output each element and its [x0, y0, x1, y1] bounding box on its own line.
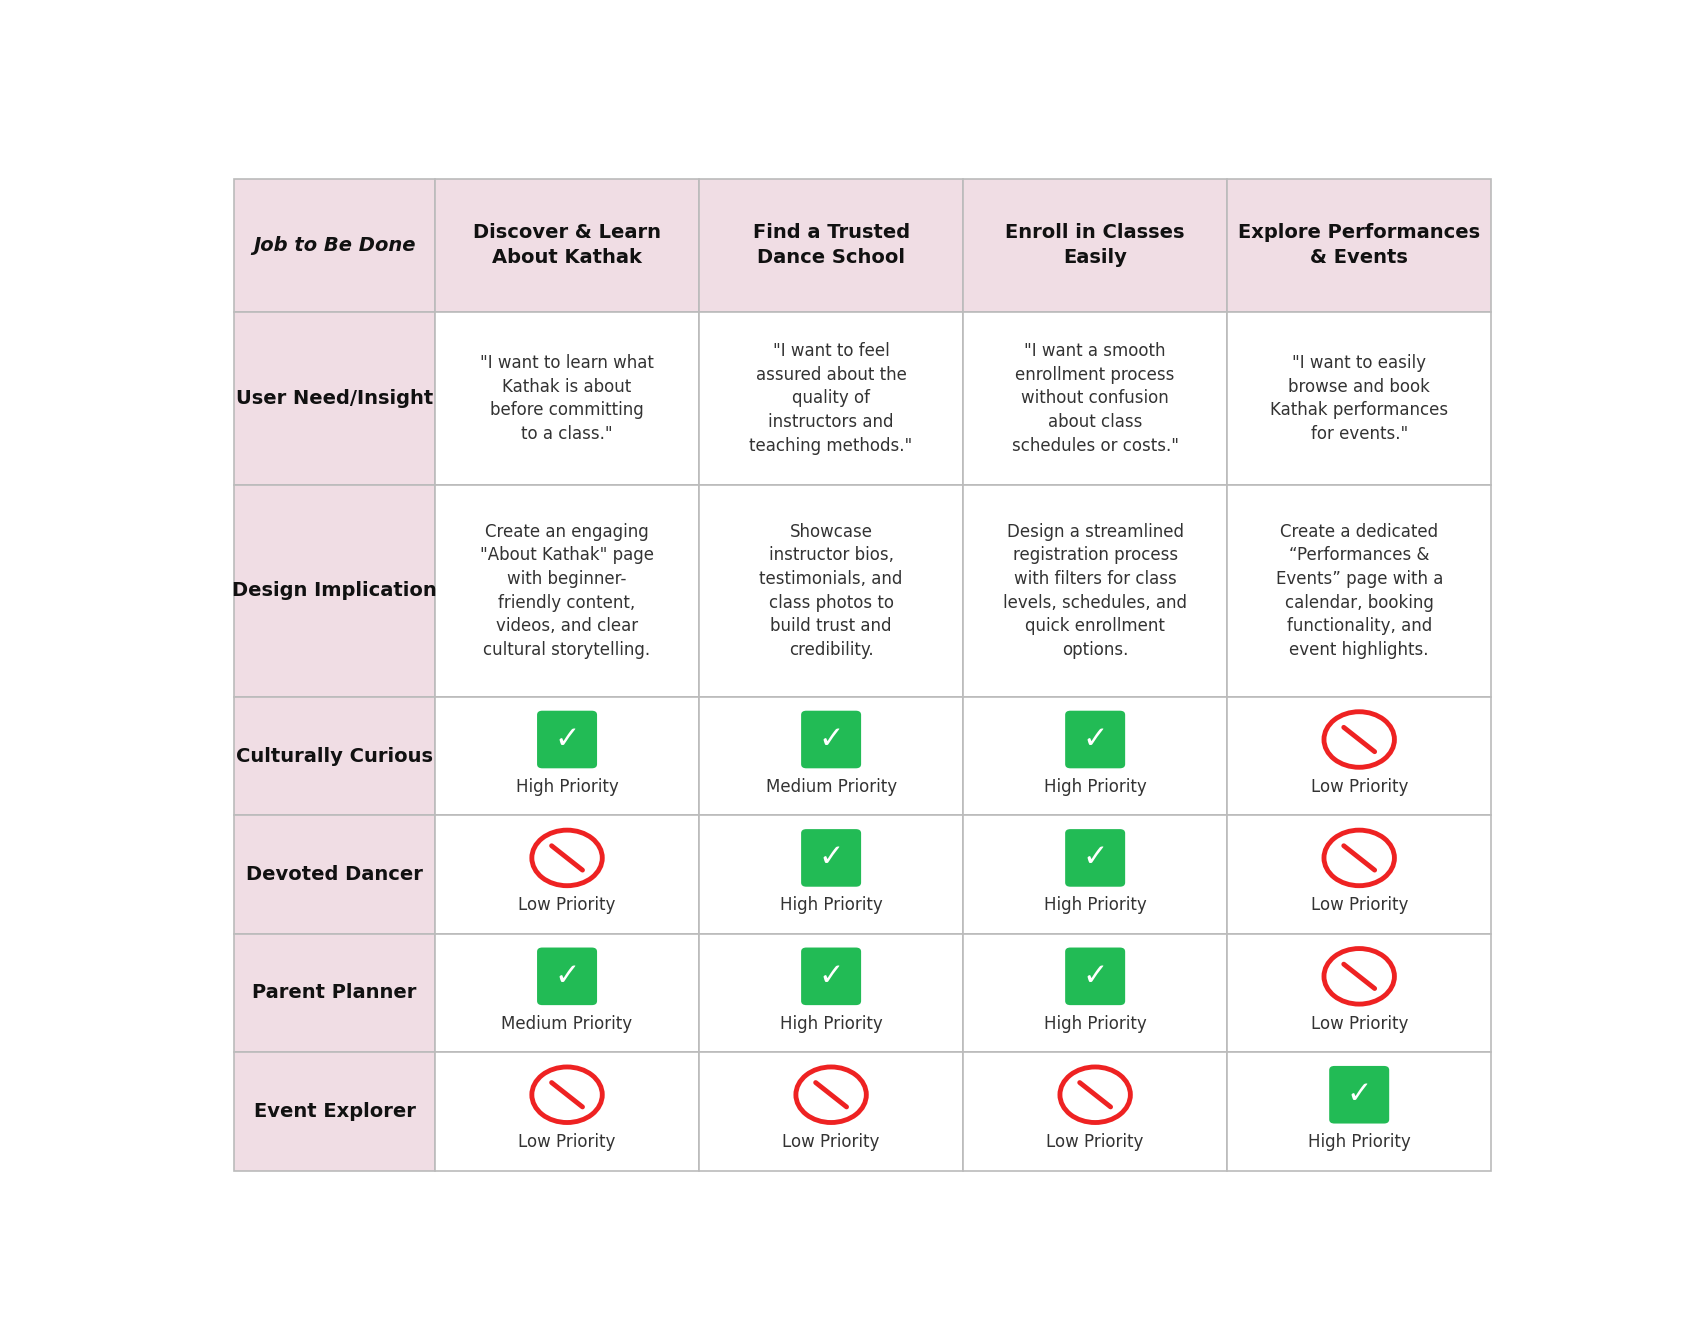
Bar: [698, 485, 962, 697]
Circle shape: [1324, 949, 1394, 1005]
Bar: [962, 313, 1226, 485]
Text: ✓: ✓: [1346, 1081, 1371, 1109]
Text: Low Priority: Low Priority: [518, 1133, 616, 1152]
Bar: [1226, 697, 1490, 815]
Text: "I want to feel
assured about the
quality of
instructors and
teaching methods.": "I want to feel assured about the qualit…: [748, 342, 912, 454]
Text: ✓: ✓: [817, 843, 843, 872]
Text: Low Priority: Low Priority: [1310, 1015, 1408, 1033]
Bar: [234, 934, 434, 1053]
Bar: [698, 815, 962, 934]
Text: Low Priority: Low Priority: [1310, 896, 1408, 914]
Text: High Priority: High Priority: [779, 896, 881, 914]
Text: Create a dedicated
“Performances &
Events” page with a
calendar, booking
functio: Create a dedicated “Performances & Event…: [1275, 522, 1441, 659]
Text: Medium Priority: Medium Priority: [765, 778, 897, 796]
Text: Devoted Dancer: Devoted Dancer: [246, 864, 422, 884]
Bar: [434, 485, 698, 697]
Bar: [234, 697, 434, 815]
Text: Low Priority: Low Priority: [1310, 778, 1408, 796]
FancyBboxPatch shape: [1329, 1066, 1388, 1124]
Bar: [234, 313, 434, 485]
Text: "I want a smooth
enrollment process
without confusion
about class
schedules or c: "I want a smooth enrollment process with…: [1011, 342, 1177, 454]
Text: High Priority: High Priority: [1307, 1133, 1410, 1152]
Text: "I want to learn what
Kathak is about
before committing
to a class.": "I want to learn what Kathak is about be…: [479, 354, 654, 442]
Text: "I want to easily
browse and book
Kathak performances
for events.": "I want to easily browse and book Kathak…: [1270, 354, 1448, 442]
Bar: [962, 485, 1226, 697]
Bar: [234, 1053, 434, 1170]
Text: Design a streamlined
registration process
with filters for class
levels, schedul: Design a streamlined registration proces…: [1002, 522, 1186, 659]
Text: High Priority: High Priority: [515, 778, 617, 796]
Bar: [1226, 485, 1490, 697]
Bar: [1226, 313, 1490, 485]
Circle shape: [1060, 1067, 1130, 1122]
Text: ✓: ✓: [1082, 843, 1107, 872]
Text: Culturally Curious: Culturally Curious: [235, 747, 432, 766]
FancyBboxPatch shape: [1065, 711, 1125, 768]
Bar: [234, 179, 434, 313]
Bar: [962, 815, 1226, 934]
Bar: [434, 934, 698, 1053]
Bar: [434, 815, 698, 934]
Text: Explore Performances
& Events: Explore Performances & Events: [1238, 223, 1480, 267]
FancyBboxPatch shape: [537, 711, 597, 768]
Bar: [434, 697, 698, 815]
Bar: [1226, 934, 1490, 1053]
Text: Discover & Learn
About Kathak: Discover & Learn About Kathak: [473, 223, 661, 267]
FancyBboxPatch shape: [1065, 947, 1125, 1005]
Bar: [698, 1053, 962, 1170]
FancyBboxPatch shape: [1065, 830, 1125, 887]
FancyBboxPatch shape: [537, 947, 597, 1005]
Bar: [1226, 179, 1490, 313]
Circle shape: [796, 1067, 866, 1122]
Bar: [962, 1053, 1226, 1170]
Text: ✓: ✓: [553, 962, 580, 991]
Text: Job to Be Done: Job to Be Done: [252, 236, 415, 255]
FancyBboxPatch shape: [801, 947, 861, 1005]
Text: Event Explorer: Event Explorer: [254, 1102, 415, 1121]
Text: Showcase
instructor bios,
testimonials, and
class photos to
build trust and
cred: Showcase instructor bios, testimonials, …: [759, 522, 902, 659]
Text: Low Priority: Low Priority: [782, 1133, 880, 1152]
Text: ✓: ✓: [553, 725, 580, 754]
Bar: [698, 179, 962, 313]
Bar: [1226, 815, 1490, 934]
Text: Low Priority: Low Priority: [518, 896, 616, 914]
Bar: [962, 697, 1226, 815]
Circle shape: [1324, 712, 1394, 767]
Circle shape: [1324, 830, 1394, 886]
Text: Find a Trusted
Dance School: Find a Trusted Dance School: [752, 223, 910, 267]
Circle shape: [532, 830, 602, 886]
Text: High Priority: High Priority: [1043, 1015, 1145, 1033]
FancyBboxPatch shape: [801, 711, 861, 768]
Bar: [434, 1053, 698, 1170]
FancyBboxPatch shape: [801, 830, 861, 887]
Bar: [698, 934, 962, 1053]
Text: Medium Priority: Medium Priority: [501, 1015, 632, 1033]
Bar: [434, 313, 698, 485]
Text: ✓: ✓: [1082, 962, 1107, 991]
Text: Low Priority: Low Priority: [1046, 1133, 1144, 1152]
Bar: [1226, 1053, 1490, 1170]
Bar: [962, 934, 1226, 1053]
Bar: [234, 485, 434, 697]
Bar: [434, 179, 698, 313]
Text: Parent Planner: Parent Planner: [252, 983, 417, 1002]
Circle shape: [532, 1067, 602, 1122]
Text: High Priority: High Priority: [779, 1015, 881, 1033]
Text: ✓: ✓: [817, 725, 843, 754]
Bar: [698, 697, 962, 815]
Text: User Need/Insight: User Need/Insight: [235, 389, 432, 407]
Text: ✓: ✓: [1082, 725, 1107, 754]
Bar: [234, 815, 434, 934]
Text: Create an engaging
"About Kathak" page
with beginner-
friendly content,
videos, : Create an engaging "About Kathak" page w…: [479, 522, 654, 659]
Text: ✓: ✓: [817, 962, 843, 991]
Text: High Priority: High Priority: [1043, 896, 1145, 914]
Text: Design Implication: Design Implication: [232, 581, 437, 600]
Text: Enroll in Classes
Easily: Enroll in Classes Easily: [1004, 223, 1184, 267]
Text: High Priority: High Priority: [1043, 778, 1145, 796]
Bar: [962, 179, 1226, 313]
Bar: [698, 313, 962, 485]
